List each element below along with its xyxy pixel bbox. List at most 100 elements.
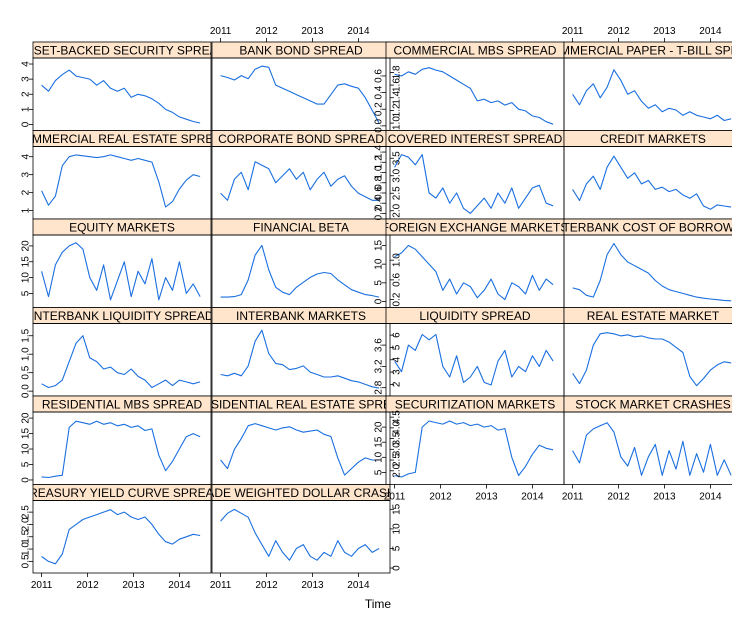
series-line xyxy=(572,242,732,302)
panel-title: FINANCIAL BETA xyxy=(253,221,349,235)
y-tick-label: 1.0 xyxy=(392,116,403,130)
y-tick-label: 3 xyxy=(392,369,403,375)
panel-title: COVERED INTEREST SPREAD xyxy=(388,132,563,146)
panel: COMMERCIAL MBS SPREAD xyxy=(385,41,565,131)
x-tick-label: 2011 xyxy=(31,580,53,591)
y-tick-label: 15 xyxy=(21,428,32,440)
panel-frame xyxy=(211,500,391,574)
y-tick-label: 1.4 xyxy=(374,145,385,159)
panel-title: INTERBANK COST OF BORROWING xyxy=(550,221,732,235)
panel-frame xyxy=(211,323,391,397)
series-line xyxy=(394,244,554,301)
panel-frame xyxy=(211,411,391,485)
panel-grid: ASSET-BACKED SECURITY SPREAD BANK BOND SP… xyxy=(18,41,732,574)
y-tick-label: 2.0 xyxy=(392,463,403,477)
y-tick-label: 2 xyxy=(21,189,32,195)
panel-frame xyxy=(32,234,212,308)
y-tick-label: 0.6 xyxy=(374,186,385,200)
y-tick-label: 1.2 xyxy=(392,103,403,117)
y-tick-label: 0 xyxy=(21,477,32,483)
panel-title: TREASURY YIELD CURVE SPREAD xyxy=(22,486,223,500)
y-tick-label: 1.4 xyxy=(392,90,403,104)
y-tick-label: 0.2 xyxy=(374,102,385,116)
y-tick-label: 3 xyxy=(21,76,32,82)
series-line xyxy=(220,423,380,476)
panel-frame xyxy=(32,411,212,485)
y-tick-label: 1.0 xyxy=(392,253,403,267)
y-tick-label: 6 xyxy=(392,332,403,338)
panel: INTERBANK COST OF BORROWING xyxy=(550,218,732,308)
series-line xyxy=(394,333,554,386)
panel-title: SECURITIZATION MARKETS xyxy=(395,398,555,412)
y-tick-label: 3 xyxy=(21,171,32,177)
y-tick-label: 2.0 xyxy=(21,517,32,531)
x-tick-label: 2012 xyxy=(607,26,630,37)
panel-frame xyxy=(32,500,212,574)
y-tick-label: 1.6 xyxy=(392,78,403,92)
y-tick-label: 1 xyxy=(21,207,32,213)
panel-title: COMMERCIAL PAPER - T-BILL SPREAD xyxy=(542,44,732,58)
y-tick-label: 15 xyxy=(374,436,385,448)
y-tick-label: 3.5 xyxy=(392,151,403,165)
series-line xyxy=(41,69,201,124)
series-line xyxy=(41,154,201,208)
panel-title: ASSET-BACKED SECURITY SPREAD xyxy=(18,44,227,58)
panel: CORPORATE BOND SPREAD xyxy=(211,130,391,220)
panel-frame xyxy=(563,411,732,485)
y-tick-label: 1.0 xyxy=(374,165,385,179)
y-tick-label: 0.6 xyxy=(392,272,403,286)
panel: LIQUIDITY SPREAD xyxy=(385,307,565,397)
panel-frame xyxy=(211,234,391,308)
series-line xyxy=(394,154,554,214)
y-tick-label: 15 xyxy=(392,503,403,515)
y-tick-label: 10 xyxy=(374,258,385,270)
y-tick-label: 10 xyxy=(392,523,403,535)
panel: INTERBANK MARKETS xyxy=(211,307,391,397)
panel-title: LIQUIDITY SPREAD xyxy=(419,309,530,323)
x-tick-label: 2012 xyxy=(255,26,278,37)
x-tick-label: 2014 xyxy=(699,492,722,503)
series-line xyxy=(220,161,380,201)
y-tick-label: 1.0 xyxy=(21,542,32,556)
y-tick-label: 2.5 xyxy=(392,186,403,200)
y-tick-label: 5 xyxy=(374,469,385,475)
y-tick-label: 20 xyxy=(21,412,32,424)
panel-title: TRADE WEIGHTED DOLLAR CRASHES xyxy=(190,486,411,500)
panel-frame xyxy=(385,234,565,308)
y-tick-label: 5 xyxy=(392,545,403,551)
y-tick-label: 0.8 xyxy=(374,175,385,189)
panel-title: REAL ESTATE MARKET xyxy=(587,309,720,323)
y-tick-label: 4.0 xyxy=(392,420,403,434)
panel-title: RESIDENTIAL MBS SPREAD xyxy=(42,398,203,412)
x-tick-label: 2014 xyxy=(168,580,191,591)
series-line xyxy=(572,422,732,476)
panel: RESIDENTIAL MBS SPREAD xyxy=(32,395,212,485)
x-tick-label: 2013 xyxy=(122,580,145,591)
x-tick-label: 2012 xyxy=(255,580,278,591)
y-tick-label: 15 xyxy=(21,256,32,268)
panel-frame xyxy=(385,323,565,397)
y-tick-label: 2.8 xyxy=(374,380,385,394)
y-tick-label: 0.4 xyxy=(374,196,385,210)
panel: COVERED INTEREST SPREAD xyxy=(385,130,565,220)
panel: CREDIT MARKETS xyxy=(563,130,732,220)
y-tick-label: 3.0 xyxy=(392,168,403,182)
y-tick-label: 1.0 xyxy=(21,347,32,361)
y-tick-label: 2 xyxy=(21,91,32,97)
series-line xyxy=(220,65,380,124)
x-tick-label: 2011 xyxy=(562,26,584,37)
panel: FINANCIAL BETA xyxy=(211,218,391,308)
y-tick-label: 20 xyxy=(21,240,32,252)
x-tick-label: 2012 xyxy=(607,492,630,503)
x-tick-label: 2012 xyxy=(429,492,452,503)
y-tick-label: 5 xyxy=(21,461,32,467)
y-tick-label: 0.2 xyxy=(392,292,403,306)
y-tick-label: 0 xyxy=(392,565,403,571)
series-line xyxy=(41,509,201,565)
x-tick-label: 2013 xyxy=(301,580,324,591)
panel: BANK BOND SPREAD xyxy=(211,41,391,131)
y-tick-label: 2.5 xyxy=(392,453,403,467)
y-tick-label: 1.2 xyxy=(374,155,385,169)
x-tick-label: 2014 xyxy=(347,580,370,591)
y-tick-label: 5 xyxy=(21,290,32,296)
